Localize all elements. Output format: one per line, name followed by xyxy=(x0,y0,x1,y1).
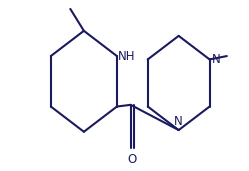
Text: N: N xyxy=(174,115,183,128)
Text: NH: NH xyxy=(118,50,136,63)
Text: N: N xyxy=(212,53,220,66)
Text: O: O xyxy=(127,153,137,166)
